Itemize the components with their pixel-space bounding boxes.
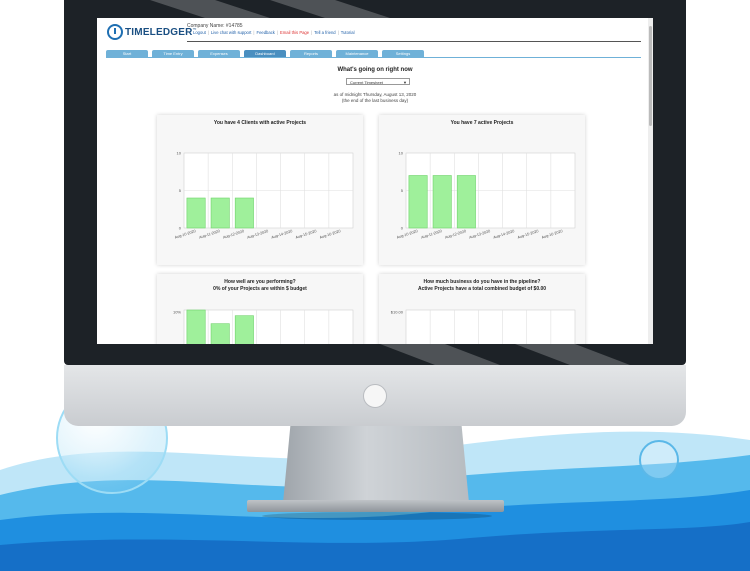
as-of-note: (the end of the last business day) [341, 98, 409, 103]
chart-bar[interactable] [432, 175, 452, 229]
x-tick-label: Aug-15-2020 [295, 229, 317, 240]
y-tick-label: 10% [173, 310, 181, 315]
x-tick-label: Aug-15-2020 [517, 229, 539, 240]
x-tick-label: Aug-11-2020 [199, 229, 221, 240]
scrollbar[interactable] [648, 18, 653, 344]
chart-title: You have 7 active Projects [450, 120, 514, 126]
chart-bar[interactable] [456, 175, 476, 229]
header-link[interactable]: Tell a friend [314, 30, 336, 35]
link-separator: | [337, 30, 339, 35]
summary-title: What's going on right now [337, 67, 413, 73]
timesheet-select-value: Current Timesheet [350, 80, 383, 85]
y-tick-label: 0 [179, 226, 182, 231]
chart-title: How well are you performing? [224, 279, 296, 285]
monitor-stand [283, 425, 469, 503]
link-separator: | [311, 30, 313, 35]
chart-title: You have 4 Clients with active Projects [213, 120, 307, 126]
link-separator: | [253, 30, 255, 35]
header-links: Logout | Live chat with support | Feedback | E… [193, 30, 355, 35]
y-tick-label: 5 [401, 188, 404, 193]
header-divider [187, 41, 641, 42]
chart-card-performance: How well are you performing? 0% of your … [157, 274, 363, 344]
monitor-screen: TIMELEDGER™ Company Name: #14785 Logout |… [97, 18, 653, 344]
power-button[interactable] [363, 384, 387, 408]
y-tick-label: 10 [399, 151, 404, 156]
chart-bar[interactable] [408, 175, 428, 229]
x-tick-label: Aug-13-2020 [469, 229, 491, 240]
as-of-date: as of midnight Thursday, August 13, 2020 [333, 92, 417, 97]
company-name: Company Name: #14785 [187, 23, 243, 29]
app-header: TIMELEDGER™ Company Name: #14785 Logout |… [97, 18, 653, 48]
main-tabs: Start Time Entry Expenses Dashboard Reports M… [106, 50, 424, 57]
chart-card-pipeline: How much business do you have in the pip… [379, 274, 585, 344]
y-tick-label: 10 [177, 151, 182, 156]
logo-text: TIMELEDGER [125, 26, 193, 38]
bubble-decoration-small [639, 440, 679, 480]
stand-shadow [262, 512, 492, 520]
tab-dashboard[interactable]: Dashboard [244, 50, 286, 57]
x-tick-label: Aug-11-2020 [421, 229, 443, 240]
chart-bar[interactable] [186, 309, 206, 344]
clock-icon [107, 24, 123, 40]
scrollbar-thumb[interactable] [649, 26, 652, 126]
header-link[interactable]: Email this Page [280, 30, 310, 35]
header-link[interactable]: Feedback [256, 30, 275, 35]
chart-bar[interactable] [210, 323, 230, 344]
chart-bar[interactable] [186, 197, 206, 229]
plot-area [405, 309, 576, 344]
chart-bar[interactable] [210, 197, 230, 229]
tab-time-entry[interactable]: Time Entry [152, 50, 194, 57]
x-tick-label: Aug-12-2020 [223, 229, 245, 240]
as-of-text: as of midnight Thursday, August 13, 2020… [97, 92, 653, 104]
link-separator: | [207, 30, 209, 35]
chart-subtitle: 0% of your Projects are within $ budget [213, 286, 307, 292]
x-tick-label: Aug-14-2020 [493, 229, 515, 240]
y-tick-label: $10.00 [391, 310, 404, 315]
plot-area [183, 309, 354, 344]
chevron-down-icon: ▼ [403, 80, 407, 85]
chart-performance: 10% [173, 309, 354, 344]
tab-reports[interactable]: Reports [290, 50, 332, 57]
header-link[interactable]: Logout [193, 30, 206, 35]
x-tick-label: Aug-16-2020 [319, 229, 341, 240]
app-logo[interactable]: TIMELEDGER™ [107, 24, 197, 40]
chart-title: How much business do you have in the pip… [423, 279, 541, 285]
logo-trademark: ™ [192, 26, 197, 32]
tab-start[interactable]: Start [106, 50, 148, 57]
chart-bar[interactable] [234, 197, 254, 229]
y-tick-label: 5 [179, 188, 182, 193]
chart-pipeline: $10.00 [391, 309, 576, 344]
x-tick-label: Aug-14-2020 [271, 229, 293, 240]
tabs-divider [106, 57, 641, 58]
chart-subtitle: Active Projects have a total combined bu… [417, 286, 547, 292]
x-tick-label: Aug-12-2020 [445, 229, 467, 240]
chart-card-clients: You have 4 Clients with active Projects … [157, 115, 363, 265]
chart-card-projects: You have 7 active Projects 10 5 0 Aug-10-20… [379, 115, 585, 265]
timesheet-select[interactable]: Current Timesheet ▼ [346, 78, 410, 85]
header-link[interactable]: Live chat with support [210, 30, 252, 35]
link-separator: | [276, 30, 278, 35]
x-tick-label: Aug-16-2020 [541, 229, 563, 240]
x-tick-label: Aug-13-2020 [247, 229, 269, 240]
tab-settings[interactable]: Settings [382, 50, 424, 57]
tab-maintenance[interactable]: Maintenance [336, 50, 378, 57]
header-link[interactable]: Tutorial [340, 30, 355, 35]
y-tick-label: 0 [401, 226, 404, 231]
chart-bar[interactable] [234, 315, 254, 344]
monitor-base [247, 500, 504, 512]
x-tick-label: Aug-10-2020 [174, 229, 196, 240]
x-tick-label: Aug-10-2020 [396, 229, 418, 240]
tab-expenses[interactable]: Expenses [198, 50, 240, 57]
